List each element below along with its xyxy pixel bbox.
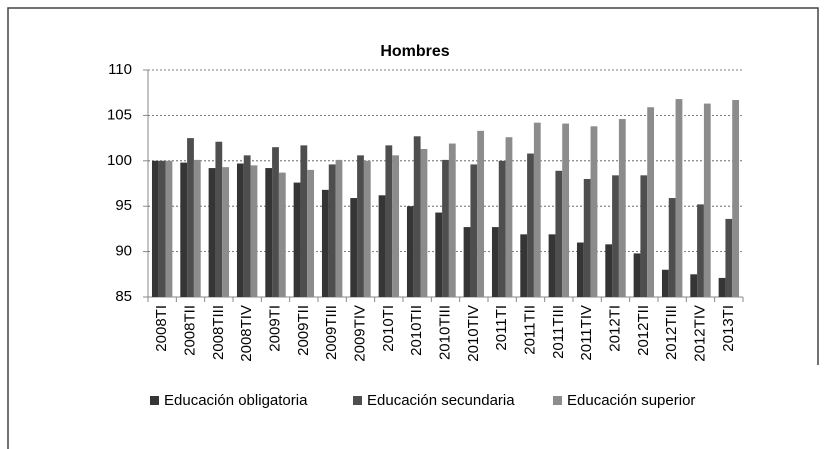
bar — [661, 269, 669, 297]
bar — [193, 159, 201, 297]
bar — [675, 99, 683, 297]
bar — [385, 145, 393, 297]
bar — [335, 159, 343, 297]
bar — [498, 160, 506, 297]
x-tick-label: 2012TIV — [691, 305, 708, 362]
bar — [647, 107, 655, 297]
x-tick-label: 2009TII — [295, 305, 312, 356]
bar — [215, 141, 223, 297]
bar — [413, 136, 421, 297]
bar — [165, 160, 173, 297]
x-tick-label: 2008TIII — [210, 305, 227, 360]
bar — [463, 227, 471, 297]
x-tick-label: 2012TI — [606, 305, 623, 352]
bar — [420, 148, 428, 297]
bar — [293, 182, 301, 297]
bar — [533, 122, 541, 297]
bar — [703, 103, 711, 297]
bar — [590, 126, 598, 298]
bar — [555, 170, 563, 297]
bar — [406, 206, 414, 297]
bar — [243, 155, 251, 297]
x-tick-label: 2009TIV — [351, 305, 368, 362]
bar — [548, 234, 556, 297]
bar — [236, 163, 244, 297]
x-tick-label: 2011TIV — [578, 305, 595, 361]
x-tick-label: 2009TI — [266, 305, 283, 352]
bar — [576, 242, 584, 297]
x-tick-label: 2010TII — [408, 305, 425, 356]
bar — [725, 218, 733, 297]
x-tick-label: 2011TII — [521, 305, 538, 355]
bar — [222, 167, 230, 297]
bar — [307, 169, 315, 297]
bar — [363, 160, 371, 297]
bar — [350, 198, 358, 297]
bar — [328, 164, 336, 297]
legend-swatch — [353, 396, 362, 405]
bar — [690, 274, 698, 297]
bar — [520, 234, 528, 297]
x-tick-label: 2011TIII — [550, 305, 567, 359]
x-tick-label: 2008TIV — [238, 305, 255, 362]
bar — [448, 143, 456, 297]
bar — [605, 244, 613, 297]
legend-label: Educación obligatoria — [164, 392, 308, 409]
x-tick-label: 2012TII — [635, 305, 652, 356]
bar — [562, 123, 570, 298]
x-tick-label: 2010TIII — [436, 305, 453, 360]
x-tick-label: 2011TI — [493, 305, 510, 351]
bar — [640, 175, 648, 297]
y-tick-label: 110 — [108, 61, 132, 78]
x-tick-label: 2008TI — [153, 305, 170, 352]
bar — [697, 204, 704, 297]
y-tick-label: 100 — [107, 152, 132, 169]
bar — [208, 168, 216, 297]
bar — [505, 137, 513, 297]
legend-label: Educación superior — [567, 392, 695, 409]
bar — [272, 147, 279, 297]
bar — [180, 162, 188, 297]
bar — [732, 99, 740, 298]
bar — [435, 212, 443, 297]
bar — [321, 189, 329, 297]
y-tick-label: 105 — [107, 106, 132, 123]
frame — [7, 7, 819, 449]
bar — [442, 159, 449, 297]
bar — [668, 198, 676, 297]
bar — [378, 195, 386, 297]
bar — [151, 160, 159, 297]
y-tick-label: 90 — [115, 243, 132, 260]
x-tick-label: 2010TI — [380, 305, 397, 352]
bar — [477, 130, 485, 297]
bar — [470, 164, 478, 297]
bar — [187, 138, 194, 297]
y-tick-label: 85 — [115, 288, 132, 305]
x-tick-label: 2012TIII — [663, 305, 680, 360]
bar — [612, 175, 619, 297]
chart-title: Hombres — [380, 43, 449, 60]
legend-label: Educación secundaria — [367, 392, 515, 409]
bar — [583, 178, 591, 297]
bar — [265, 168, 273, 297]
x-tick-label: 2010TIV — [465, 305, 482, 362]
x-tick-label: 2008TII — [181, 305, 198, 356]
bar — [300, 145, 308, 297]
bar — [278, 172, 286, 297]
bar — [633, 253, 641, 297]
x-tick-label: 2009TIII — [323, 305, 340, 360]
bar — [392, 155, 400, 297]
bar — [718, 277, 726, 297]
bar — [158, 160, 166, 297]
legend-swatch — [150, 396, 159, 405]
x-tick-label: 2013TI — [720, 305, 737, 352]
bar — [618, 119, 626, 297]
legend-swatch — [553, 396, 562, 405]
bar — [357, 155, 364, 297]
bar — [491, 227, 499, 297]
bar — [250, 165, 258, 297]
bar — [527, 153, 534, 297]
y-tick-label: 95 — [115, 197, 132, 214]
